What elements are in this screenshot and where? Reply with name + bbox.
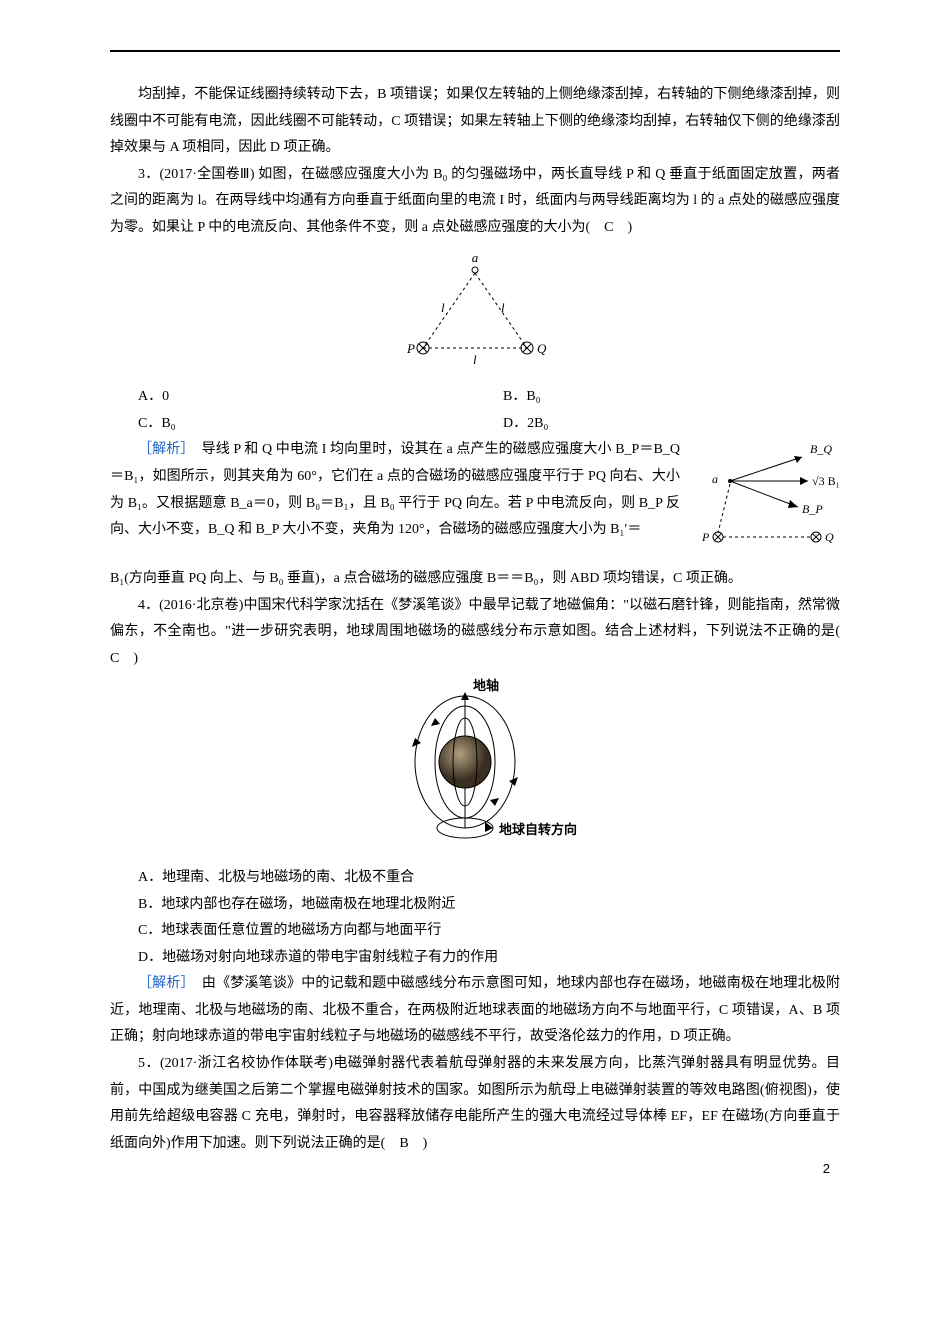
q3-stem: 3．(2017·全国卷Ⅲ) 如图，在磁感应强度大小为 B₀ 的匀强磁场中，两长直… [110, 162, 840, 242]
q3-opt-A: A．0 [110, 384, 475, 411]
q3-opt-C: C．B₀ [110, 411, 475, 438]
q3-figure: a l l l P Q [110, 248, 840, 379]
q4-opt-C: C．地球表面任意位置的地磁场方向都与地面平行 [110, 918, 840, 945]
page-container: 均刮掉，不能保证线圈持续转动下去，B 项错误；如果仅左转轴的上侧绝缘漆刮掉，右转… [0, 0, 950, 1197]
q4-label-rot: 地球自转方向 [499, 822, 577, 837]
q4-analysis-text: 由《梦溪笔谈》中的记载和题中磁感线分布示意图可知，地球内部也存在磁场，地磁南极在… [110, 976, 840, 1044]
fig-label-l3: l [473, 352, 477, 367]
fig-label-a: a [472, 250, 479, 265]
q4-opt-A: A．地理南、北极与地磁场的南、北极不重合 [110, 865, 840, 892]
q3-opt-D: D．2B₀ [475, 411, 840, 438]
q4-label-axis: 地轴 [473, 678, 499, 693]
intro-paragraph: 均刮掉，不能保证线圈持续转动下去，B 项错误；如果仅左转轴的上侧绝缘漆刮掉，右转… [110, 82, 840, 162]
q3-analysis-text-1: 导线 P 和 Q 中电流 I 均向里时，设其在 a 点产生的磁感应强度大小 B_… [110, 442, 680, 537]
side-label-B1: √3 B₁ [812, 474, 840, 488]
fig-label-Q: Q [537, 341, 547, 356]
q4-options: A．地理南、北极与地磁场的南、北极不重合 B．地球内部也存在磁场，地磁南极在地理… [110, 865, 840, 971]
q4-figure: 地轴 地球自转方向 [110, 678, 840, 859]
analysis-label-2: ［解析］ [138, 976, 188, 991]
q3-options: A．0 B．B₀ C．B₀ D．2B₀ [110, 384, 840, 437]
q3-opt-B: B．B₀ [475, 384, 840, 411]
side-label-BQ: B_Q [810, 442, 832, 456]
fig-label-l1: l [441, 300, 445, 315]
top-rule [110, 50, 840, 52]
q4-opt-B: B．地球内部也存在磁场，地磁南极在地理北极附近 [110, 892, 840, 919]
analysis-label: ［解析］ [138, 442, 187, 457]
q5-stem: 5．(2017·浙江名校协作体联考)电磁弹射器代表着航母弹射器的未来发展方向，比… [110, 1051, 840, 1157]
page-number: 2 [823, 1157, 830, 1182]
fig-label-P: P [406, 341, 415, 356]
side-label-P: P [701, 530, 710, 544]
side-label-BP: B_P [802, 502, 823, 516]
side-label-Q: Q [825, 530, 834, 544]
q4-stem: 4．(2016·北京卷)中国宋代科学家沈括在《梦溪笔谈》中最早记载了地磁偏角："… [110, 593, 840, 673]
fig-label-l2: l [501, 300, 505, 315]
side-label-a: a [712, 472, 718, 486]
q4-opt-D: D．地磁场对射向地球赤道的带电宇宙射线粒子有力的作用 [110, 945, 840, 972]
q3-analysis-2: B₁(方向垂直 PQ 向上、与 B₀ 垂直)，a 点合磁场的磁感应强度 B＝＝B… [110, 566, 840, 593]
q3-side-figure: B_Q a √3 B₁ B_P P Q [690, 441, 840, 562]
q4-analysis: ［解析］ 由《梦溪笔谈》中的记载和题中磁感线分布示意图可知，地球内部也存在磁场，… [110, 971, 840, 1051]
